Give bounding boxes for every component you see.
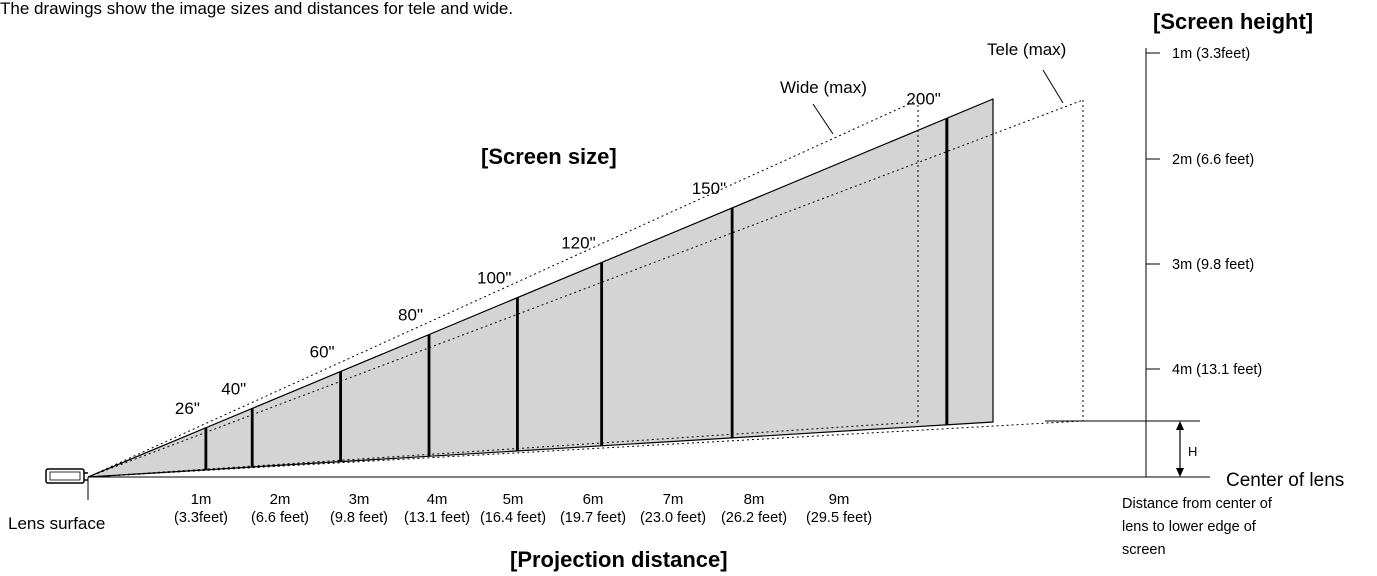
wide-label: Wide (max): [780, 78, 867, 97]
tele-cone: [87, 99, 1084, 478]
h-marker: H: [1188, 444, 1197, 459]
distance-metric: 7m: [663, 491, 684, 508]
screen-area: [87, 98, 994, 478]
distance-ticks: 1m (3.3feet) 2m (6.6 feet) 3m (9.8 feet) 4m (13…: [174, 491, 872, 526]
distance-tick: 8m (26.2 feet): [721, 491, 787, 526]
h-dimension: [1176, 421, 1184, 477]
intro-text: The drawings show the image sizes and di…: [0, 0, 513, 18]
distance-metric: 5m: [503, 491, 524, 508]
lower-edge-note-line: screen: [1122, 542, 1166, 558]
screen-size-label: 80": [398, 306, 423, 325]
distance-imperial: (29.5 feet): [806, 510, 872, 526]
screen-size-label: 40": [221, 379, 246, 398]
distance-metric: 8m: [744, 491, 765, 508]
height-tick-label: 3m (9.8 feet): [1172, 257, 1254, 273]
distance-imperial: (19.7 feet): [560, 510, 626, 526]
distance-imperial: (23.0 feet): [640, 510, 706, 526]
distance-tick: 9m (29.5 feet): [806, 491, 872, 526]
distance-tick: 1m (3.3feet): [174, 491, 228, 526]
wide-cone: [87, 99, 919, 478]
distance-imperial: (6.6 feet): [251, 510, 309, 526]
screen-size-label: 100": [477, 269, 511, 288]
lower-edge-note: Distance from center of lens to lower ed…: [1122, 496, 1273, 558]
distance-tick: 4m (13.1 feet): [404, 491, 470, 526]
distance-imperial: (26.2 feet): [721, 510, 787, 526]
center-of-lens-label: Center of lens: [1226, 470, 1344, 491]
distance-imperial: (9.8 feet): [330, 510, 388, 526]
distance-metric: 3m: [349, 491, 370, 508]
lower-edge-note-line: Distance from center of: [1122, 496, 1273, 512]
lens-surface-label: Lens surface: [8, 514, 105, 533]
distance-imperial: (3.3feet): [174, 510, 228, 526]
distance-tick: 5m (16.4 feet): [480, 491, 546, 526]
screen-size-label: 26": [175, 399, 200, 418]
height-tick-label: 2m (6.6 feet): [1172, 152, 1254, 168]
screen-size-label: 120": [561, 233, 595, 252]
projector-icon: [45, 468, 88, 484]
distance-imperial: (16.4 feet): [480, 510, 546, 526]
distance-tick: 3m (9.8 feet): [330, 491, 388, 526]
screen-size-bars: [204, 118, 949, 470]
screen-height-ticks: 4m (13.1 feet) 3m (9.8 feet) 2m (6.6 feet)…: [1146, 46, 1262, 378]
height-tick-label: 1m (3.3feet): [1172, 46, 1250, 62]
distance-tick: 6m (19.7 feet): [560, 491, 626, 526]
lower-edge-note-line: lens to lower edge of: [1122, 519, 1257, 535]
screen-size-label: 200": [906, 89, 940, 108]
distance-metric: 4m: [427, 491, 448, 508]
distance-metric: 6m: [583, 491, 604, 508]
screen-size-label: 150": [692, 179, 726, 198]
height-tick-label: 4m (13.1 feet): [1172, 362, 1262, 378]
distance-metric: 1m: [191, 491, 212, 508]
projection-distance-title: [Projection distance]: [510, 547, 728, 572]
distance-metric: 2m: [270, 491, 291, 508]
screen-size-title: [Screen size]: [481, 144, 617, 169]
distance-tick: 7m (23.0 feet): [640, 491, 706, 526]
tele-leader: [1042, 69, 1064, 104]
screen-height-title: [Screen height]: [1153, 9, 1313, 34]
wide-leader: [812, 103, 834, 135]
distance-imperial: (13.1 feet): [404, 510, 470, 526]
distance-tick: 2m (6.6 feet): [251, 491, 309, 526]
distance-metric: 9m: [829, 491, 850, 508]
screen-size-label: 60": [310, 342, 335, 361]
tele-label: Tele (max): [987, 40, 1066, 59]
screen-size-labels: 26" 40" 60" 80" 100" 120" 150" 200": [175, 89, 941, 417]
